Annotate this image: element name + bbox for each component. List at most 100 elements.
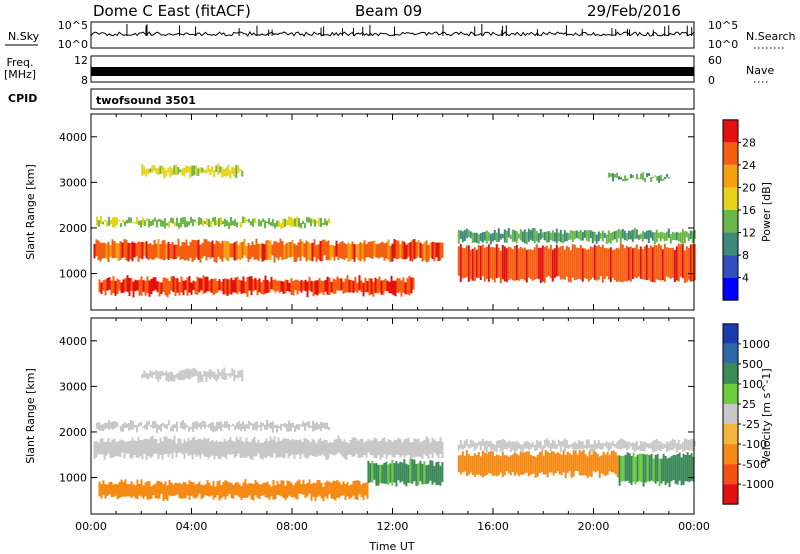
velocity-cell <box>248 483 251 496</box>
power-cell <box>300 280 303 293</box>
velocity-cell <box>146 421 148 430</box>
velocity-cell <box>151 371 154 379</box>
velocity-cell <box>220 421 222 431</box>
velocity-cell <box>171 439 174 460</box>
velocity-cell <box>657 440 660 450</box>
velocity-cell <box>184 422 186 430</box>
power-cell <box>687 248 690 280</box>
power-cell <box>635 229 638 239</box>
power-cell <box>193 165 196 176</box>
power-cell <box>222 220 224 224</box>
velocity-cell <box>499 440 502 452</box>
power-cell <box>142 217 144 225</box>
power-cell <box>248 276 251 291</box>
power-cell <box>608 172 611 178</box>
velocity-cell <box>467 443 470 449</box>
power-colorbar-swatch <box>723 142 738 165</box>
power-cell <box>114 217 116 228</box>
power-cell <box>106 278 109 291</box>
power-cell <box>363 240 366 262</box>
power-cell <box>110 219 112 225</box>
freq-tick-top: 12 <box>74 54 88 67</box>
power-cell <box>282 281 285 294</box>
velocity-cell <box>284 423 286 428</box>
power-cell <box>614 174 617 178</box>
power-cell <box>294 218 296 227</box>
velocity-cell <box>320 422 322 431</box>
power-cell <box>107 241 110 263</box>
velocity-cell <box>678 452 681 481</box>
velocity-cell <box>465 450 468 477</box>
velocity-cell <box>351 437 354 457</box>
power-cell <box>408 275 411 296</box>
power-cell <box>643 232 646 239</box>
power-cell <box>157 239 160 259</box>
velocity-band-1 <box>98 479 369 502</box>
power-cell <box>159 244 162 259</box>
velocity-y-axis-label: Slant Range [km] <box>24 368 37 464</box>
velocity-cell <box>153 438 156 454</box>
power-cell <box>157 168 160 175</box>
velocity-cell <box>596 453 599 472</box>
velocity-cell <box>563 438 566 452</box>
velocity-cell <box>128 484 131 497</box>
velocity-cell <box>427 438 430 459</box>
velocity-cell <box>427 464 430 484</box>
velocity-cell <box>254 480 257 496</box>
xtick-label: 12:00 <box>377 520 409 533</box>
power-cell <box>693 230 696 239</box>
power-cell <box>98 279 101 293</box>
power-cell <box>232 280 235 293</box>
power-cell <box>322 281 325 295</box>
power-cell <box>203 239 206 256</box>
power-cell <box>234 219 236 226</box>
velocity-cell <box>358 480 361 495</box>
velocity-cell <box>326 422 328 430</box>
velocity-cell <box>475 443 478 449</box>
power-cell <box>565 232 568 242</box>
power-colorbar-swatch <box>723 164 738 188</box>
power-cell <box>316 280 319 296</box>
velocity-cell <box>102 424 104 432</box>
velocity-cell <box>515 440 518 451</box>
power-cell <box>171 168 174 176</box>
power-cell <box>228 279 231 295</box>
velocity-cell <box>103 441 106 461</box>
power-cell <box>359 242 362 262</box>
velocity-cell <box>197 439 200 456</box>
power-cell <box>523 247 526 281</box>
power-cell <box>613 231 616 240</box>
power-cell <box>348 279 351 293</box>
power-cell <box>347 242 350 262</box>
velocity-cell <box>623 440 626 448</box>
velocity-cell <box>118 481 121 499</box>
velocity-cell <box>153 371 156 375</box>
velocity-cell <box>632 452 635 482</box>
power-cell <box>296 279 299 295</box>
velocity-cell <box>184 482 187 499</box>
velocity-cell <box>144 424 146 429</box>
power-cell <box>503 246 506 282</box>
power-cell <box>595 246 598 281</box>
velocity-cell <box>253 436 256 457</box>
power-cell <box>679 243 682 277</box>
power-cell <box>338 278 341 291</box>
velocity-cell <box>330 482 333 499</box>
velocity-cell <box>618 455 621 486</box>
power-cell <box>320 218 322 227</box>
velocity-cell <box>570 454 573 478</box>
power-cell <box>665 247 668 277</box>
velocity-cell <box>250 483 253 500</box>
velocity-cell <box>517 442 520 449</box>
velocity-cell <box>403 459 406 485</box>
power-cell <box>396 277 399 293</box>
power-cell <box>657 243 660 281</box>
velocity-cell <box>367 460 370 484</box>
power-cell <box>423 242 426 261</box>
velocity-cell <box>477 441 480 446</box>
velocity-cell <box>682 453 685 485</box>
velocity-cell <box>171 372 174 382</box>
power-cell <box>326 220 328 226</box>
velocity-cell <box>182 482 185 499</box>
power-cell <box>669 234 672 244</box>
